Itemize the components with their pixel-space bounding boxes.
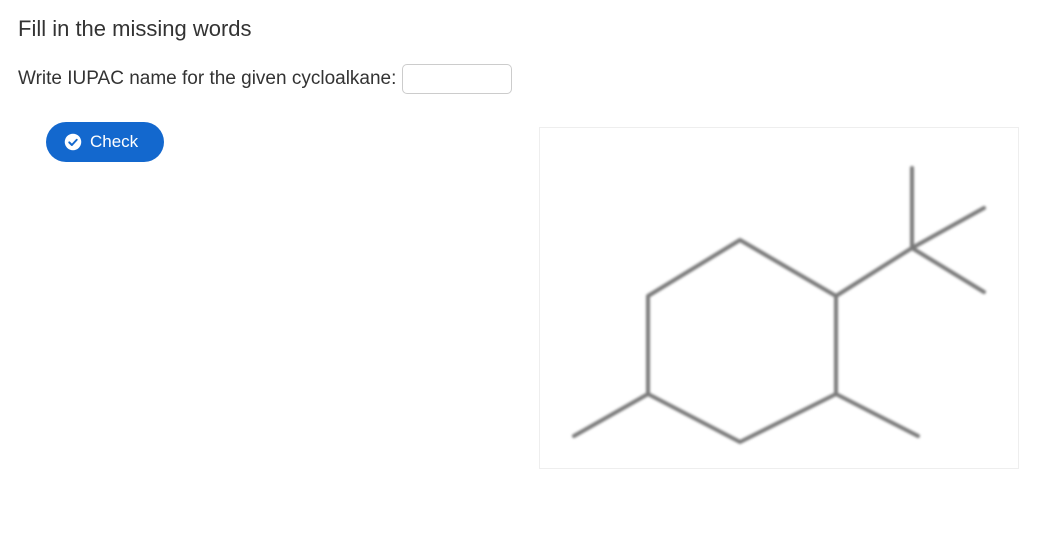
page-title: Fill in the missing words xyxy=(18,16,1024,42)
molecule-image xyxy=(540,128,1018,468)
prompt-text: Write IUPAC name for the given cycloalka… xyxy=(18,68,396,90)
check-circle-icon xyxy=(64,133,82,151)
prompt-row: Write IUPAC name for the given cycloalka… xyxy=(18,64,1024,94)
check-button-label: Check xyxy=(90,132,138,152)
molecule-svg xyxy=(540,128,1018,468)
bond-methyl-c4 xyxy=(574,394,648,436)
bond-tbutyl-arm-ne xyxy=(912,208,984,248)
check-button[interactable]: Check xyxy=(46,122,164,162)
bond-tbutyl-center xyxy=(836,248,912,296)
cyclohexane-ring xyxy=(648,240,836,442)
bond-tbutyl-arm-se xyxy=(912,248,984,292)
bond-methyl-c2 xyxy=(836,394,918,436)
answer-input[interactable] xyxy=(402,64,512,94)
